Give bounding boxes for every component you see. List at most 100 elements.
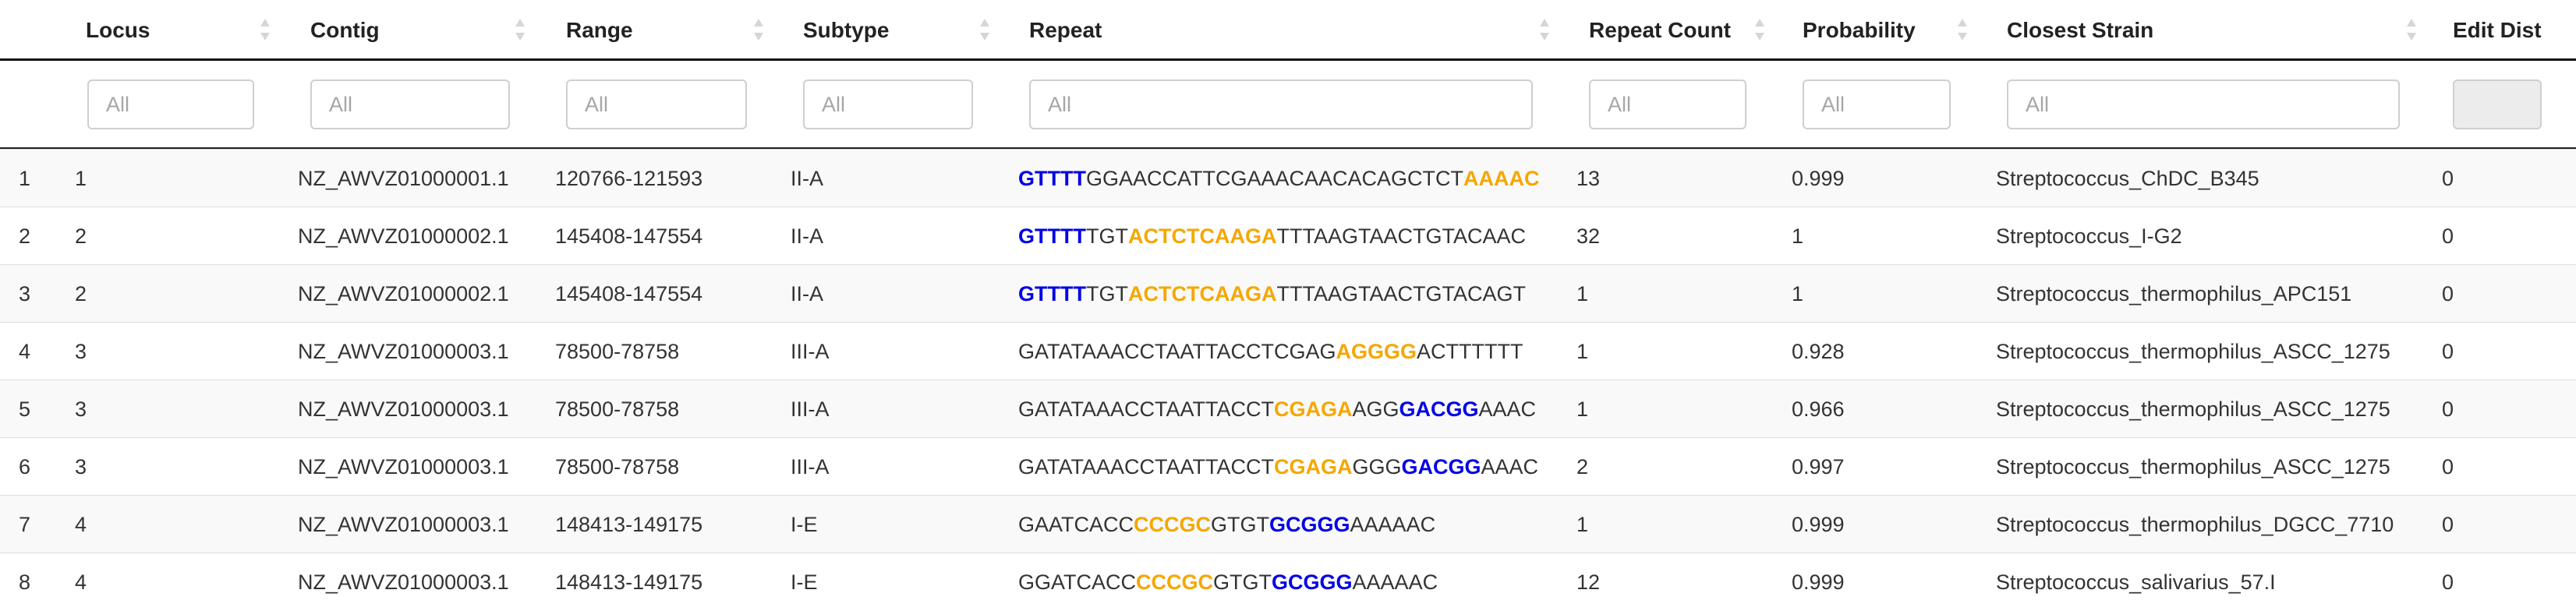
table-row[interactable]: 8 4 NZ_AWVZ01000003.1 148413-149175 I-E GGATC…: [0, 553, 2576, 610]
repeat-segment: AAAAAC: [1350, 512, 1436, 536]
cell-probability: 1: [1792, 281, 1804, 306]
repeat-segment: GAATCACC: [1018, 512, 1134, 536]
cell-locus: 3: [75, 397, 87, 421]
table-row[interactable]: 6 3 NZ_AWVZ01000003.1 78500-78758 III-A GATAT…: [0, 437, 2576, 495]
header-closest-strain-label: Closest Strain: [2007, 18, 2154, 42]
cell-closest-strain: Streptococcus_ChDC_B345: [1996, 166, 2259, 190]
table-row[interactable]: 4 3 NZ_AWVZ01000003.1 78500-78758 III-A GATAT…: [0, 322, 2576, 380]
cell-edit-dist: 0: [2442, 339, 2454, 363]
header-repeat-count-label: Repeat Count: [1589, 18, 1731, 42]
header-range[interactable]: Range: [566, 0, 633, 61]
sort-range-icon[interactable]: [753, 19, 764, 41]
table-header: Locus Contig Range Subtype Repeat Repeat…: [0, 0, 2576, 61]
filter-edit-dist-box[interactable]: [2453, 79, 2542, 129]
cell-contig: NZ_AWVZ01000002.1: [298, 224, 509, 248]
cell-repeat-count: 1: [1576, 339, 1589, 363]
cell-repeat: GGATCACC CCCGC GTGT GCGGG AAAAAC: [1018, 553, 1438, 611]
repeat-segment: TGT: [1085, 281, 1128, 306]
repeat-segment: GATATAAACCTAATTACCT: [1018, 454, 1274, 479]
repeat-segment: CGAGA: [1274, 454, 1353, 479]
header-locus[interactable]: Locus: [86, 0, 150, 61]
cell-index: 5: [19, 397, 31, 421]
header-repeat[interactable]: Repeat: [1029, 0, 1102, 61]
repeat-segment: TTTAAGTAACTGTACAAC: [1276, 224, 1526, 248]
cell-contig: NZ_AWVZ01000003.1: [298, 454, 509, 479]
cell-locus: 2: [75, 281, 87, 306]
sort-probability-icon[interactable]: [1957, 19, 1968, 41]
header-edit-dist[interactable]: Edit Dist: [2453, 0, 2542, 61]
cell-subtype: I-E: [791, 512, 818, 536]
header-closest-strain[interactable]: Closest Strain: [2007, 0, 2153, 61]
repeat-segment: GTTTT: [1018, 166, 1086, 190]
table-row[interactable]: 5 3 NZ_AWVZ01000003.1 78500-78758 III-A GATAT…: [0, 380, 2576, 437]
cell-probability: 0.999: [1792, 512, 1845, 536]
cell-locus: 3: [75, 454, 87, 479]
header-repeat-count[interactable]: Repeat Count: [1589, 0, 1731, 61]
cell-contig: NZ_AWVZ01000003.1: [298, 339, 509, 363]
repeat-segment: ACTCTCAAGA: [1127, 281, 1277, 306]
cell-locus: 3: [75, 339, 87, 363]
repeat-segment: CCCGC: [1136, 570, 1214, 594]
sort-subtype-icon[interactable]: [979, 19, 990, 41]
cell-repeat-count: 1: [1576, 397, 1589, 421]
header-contig[interactable]: Contig: [310, 0, 380, 61]
repeat-segment: GTTTT: [1018, 281, 1086, 306]
sort-contig-icon[interactable]: [515, 19, 525, 41]
cell-edit-dist: 0: [2442, 281, 2454, 306]
cell-range: 78500-78758: [555, 454, 680, 479]
table-row[interactable]: 2 2 NZ_AWVZ01000002.1 145408-147554 II-A GTTT…: [0, 207, 2576, 264]
header-subtype[interactable]: Subtype: [803, 0, 889, 61]
filter-range-input[interactable]: [566, 79, 747, 129]
repeat-segment: AGGGG: [1336, 339, 1417, 363]
table-row[interactable]: 7 4 NZ_AWVZ01000003.1 148413-149175 I-E GAATC…: [0, 495, 2576, 553]
header-locus-label: Locus: [86, 18, 150, 42]
cell-closest-strain: Streptococcus_thermophilus_ASCC_1275: [1996, 339, 2390, 363]
cell-probability: 0.928: [1792, 339, 1845, 363]
cell-range: 148413-149175: [555, 512, 703, 536]
cell-locus: 4: [75, 512, 87, 536]
cell-subtype: III-A: [791, 454, 830, 479]
cell-repeat: GTTTT TGT ACTCTCAAGA TTTAAGTAACTGTACAGT: [1018, 265, 1526, 323]
cell-repeat: GATATAAACCTAATTACCTCGAG AGGGG ACTTTTTT: [1018, 323, 1523, 380]
header-probability[interactable]: Probability: [1803, 0, 1916, 61]
repeat-segment: GTTTT: [1018, 224, 1086, 248]
cell-range: 78500-78758: [555, 397, 680, 421]
filter-probability-input[interactable]: [1803, 79, 1951, 129]
cell-index: 3: [19, 281, 31, 306]
cell-range: 145408-147554: [555, 281, 703, 306]
cell-repeat-count: 1: [1576, 281, 1589, 306]
cell-contig: NZ_AWVZ01000003.1: [298, 570, 509, 594]
repeat-segment: AAAAC: [1463, 166, 1540, 190]
filter-contig-input[interactable]: [310, 79, 510, 129]
cell-edit-dist: 0: [2442, 570, 2454, 594]
sort-locus-icon[interactable]: [260, 19, 271, 41]
cell-locus: 2: [75, 224, 87, 248]
cell-closest-strain: Streptococcus_salivarius_57.I: [1996, 570, 2276, 594]
cell-subtype: I-E: [791, 570, 818, 594]
sort-repeat-icon[interactable]: [1539, 19, 1550, 41]
repeat-segment: CGAGA: [1274, 397, 1353, 421]
cell-edit-dist: 0: [2442, 166, 2454, 190]
cell-repeat: GATATAAACCTAATTACCT CGAGA AGG GACGG AAAC: [1018, 380, 1536, 438]
repeat-segment: ACTTTTTT: [1417, 339, 1523, 363]
repeat-segment: GCGGG: [1272, 570, 1353, 594]
cell-closest-strain: Streptococcus_thermophilus_APC151: [1996, 281, 2352, 306]
sort-repeat-count-icon[interactable]: [1754, 19, 1765, 41]
cell-probability: 0.966: [1792, 397, 1845, 421]
repeat-segment: TGT: [1085, 224, 1128, 248]
cell-closest-strain: Streptococcus_I-G2: [1996, 224, 2182, 248]
table-row[interactable]: 3 2 NZ_AWVZ01000002.1 145408-147554 II-A GTTT…: [0, 264, 2576, 322]
filter-subtype-input[interactable]: [803, 79, 973, 129]
filter-repeat-input[interactable]: [1029, 79, 1533, 129]
table-row[interactable]: 1 1 NZ_AWVZ01000001.1 120766-121593 II-A GTTT…: [0, 149, 2576, 207]
header-repeat-label: Repeat: [1029, 18, 1102, 42]
filter-locus-input[interactable]: [87, 79, 254, 129]
filter-repeat-count-input[interactable]: [1589, 79, 1746, 129]
repeat-segment: CCCGC: [1134, 512, 1212, 536]
repeat-segment: GGG: [1352, 454, 1402, 479]
sort-closest-strain-icon[interactable]: [2406, 19, 2417, 41]
filter-closest-strain-input[interactable]: [2007, 79, 2400, 129]
header-probability-label: Probability: [1803, 18, 1916, 42]
repeat-segment: AAAC: [1478, 397, 1537, 421]
cell-range: 120766-121593: [555, 166, 703, 190]
